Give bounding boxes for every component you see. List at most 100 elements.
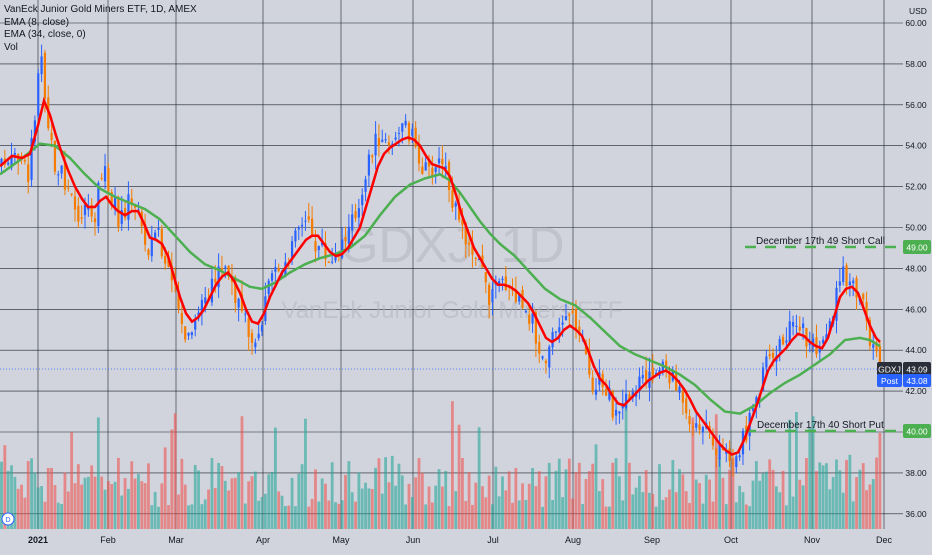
y-tick-label: 50.00 (905, 223, 927, 233)
volume-bar (631, 494, 635, 529)
candle-body (100, 177, 103, 179)
volume-bar (481, 486, 484, 529)
candle-body (190, 332, 193, 336)
post-tag-label: Post (881, 376, 899, 386)
candle-body (437, 158, 441, 164)
candle-body (604, 389, 608, 396)
volume-bar (457, 424, 461, 529)
volume-bar (671, 460, 675, 529)
volume-bar (167, 505, 170, 529)
volume-bar (741, 492, 745, 529)
volume-bar (26, 461, 30, 529)
candle-body (484, 272, 487, 283)
volume-bar (497, 496, 501, 529)
volume-bar (183, 484, 187, 529)
candle-body (785, 340, 788, 343)
tradingview-logo[interactable]: D (1, 512, 15, 526)
volume-bar (474, 482, 478, 529)
volume-bar (233, 477, 237, 529)
volume-bar (531, 468, 534, 529)
candle-body (244, 313, 247, 315)
currency-label: USD (909, 6, 927, 16)
candle-body (781, 336, 785, 345)
volume-bar (855, 477, 858, 529)
volume-bar (113, 481, 117, 529)
candle-body (795, 325, 798, 327)
volume-bar (430, 502, 434, 529)
x-tick-label: Jul (487, 535, 499, 545)
volume-bar (297, 473, 301, 529)
candle-body (33, 120, 36, 142)
volume-bar (407, 483, 411, 529)
candle-body (311, 218, 314, 237)
candle-body (7, 162, 10, 165)
candle-body (715, 448, 718, 456)
volume-bar (360, 488, 364, 529)
candle-body (624, 393, 628, 409)
volume-bar (764, 471, 768, 529)
option-levels: December 17th 49 Short Call December 17t… (745, 236, 903, 433)
y-tick-label: 46.00 (905, 304, 927, 314)
volume-bar (848, 454, 852, 529)
volume-bar (718, 457, 721, 529)
y-tick-label: 54.00 (905, 141, 927, 151)
short-put-price: 40.00 (906, 427, 928, 437)
volume-bar (76, 464, 80, 529)
candle-body (240, 294, 244, 311)
volume-bar (400, 475, 404, 529)
volume-bar (761, 473, 765, 529)
candle-body (237, 298, 240, 308)
volume-bar (193, 464, 197, 529)
volume-bar (320, 478, 324, 529)
candle-body (771, 352, 775, 358)
y-tick-label: 60.00 (905, 18, 927, 28)
volume-bar (554, 470, 558, 529)
candle-body (645, 370, 648, 384)
volume-bar (815, 471, 818, 529)
volume-bar (243, 503, 247, 529)
volume-bar (304, 418, 307, 529)
volume-bar (701, 503, 705, 529)
candle-body (691, 426, 694, 429)
volume-bar (587, 471, 591, 529)
volume-bar (370, 489, 374, 529)
volume-bar (187, 505, 190, 529)
time-axis-bg (0, 529, 932, 550)
candle-body (461, 219, 464, 226)
volume-bar (785, 505, 788, 529)
candle-body (347, 226, 350, 245)
candle-body (130, 198, 133, 203)
candle-body (558, 327, 561, 333)
candle-body (144, 223, 147, 245)
volume-bar (100, 476, 104, 529)
volume-bar (451, 401, 454, 529)
volume-bar (137, 474, 140, 529)
volume-bar (467, 472, 471, 529)
volume-bar (90, 465, 94, 529)
candle-body (638, 376, 641, 392)
candle-body (227, 265, 230, 275)
volume-bar (828, 489, 832, 529)
volume-bar (875, 457, 878, 529)
candle-body (23, 159, 26, 162)
volume-bar (420, 472, 424, 529)
volume-bar (628, 462, 631, 529)
volume-bar (350, 492, 354, 529)
volume-bar (153, 491, 157, 529)
x-tick-label: Dec (876, 535, 893, 545)
x-tick-label: Aug (565, 535, 581, 545)
volume-bar (751, 480, 755, 529)
time-axis[interactable]: 2021 Feb Mar Apr May Jun Jul Aug Sep Oct Nov Dec (0, 529, 932, 550)
candle-body (40, 56, 43, 75)
volume-bar (734, 502, 738, 529)
candle-body (518, 294, 521, 302)
price-axis[interactable]: USD 36.00 38.00 40.00 42.00 44.00 46.00 48.00 5… (903, 0, 932, 550)
volume-bar (694, 479, 698, 529)
price-tags: 49.00 40.00 GDXJ 43.09 Post 43.08 (877, 240, 931, 438)
volume-bar (437, 469, 441, 529)
volume-bar (504, 490, 508, 529)
volume-bar (778, 492, 782, 529)
volume-bar (517, 500, 521, 529)
